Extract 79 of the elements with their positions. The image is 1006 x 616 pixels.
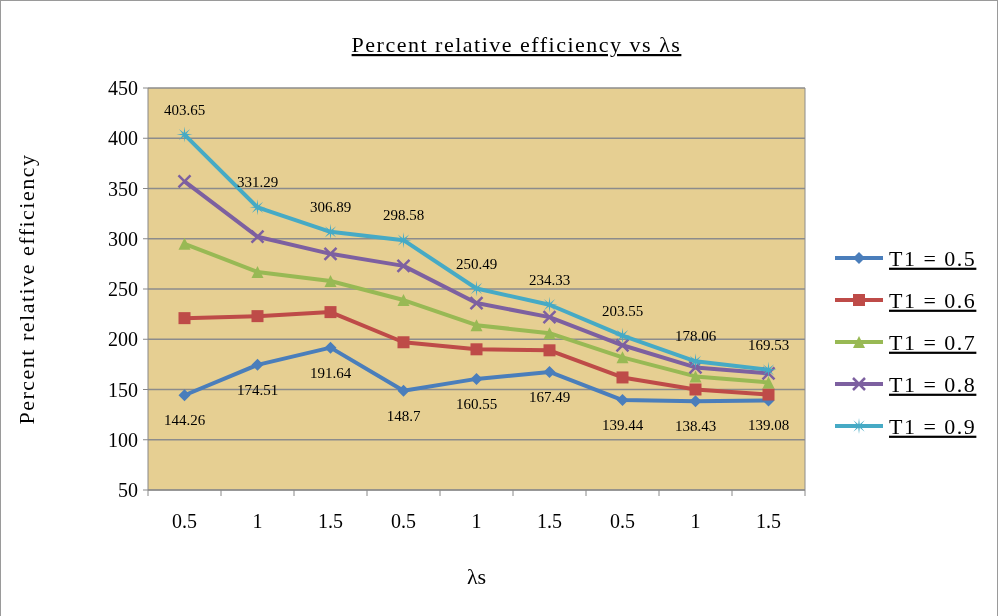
x-tick-label: 0.5 bbox=[391, 510, 416, 532]
x-tick-label: 1.5 bbox=[318, 510, 343, 532]
point bbox=[615, 338, 630, 353]
point bbox=[250, 229, 265, 244]
data-label: 403.65 bbox=[163, 101, 206, 118]
legend-label: T1 = 0.7 bbox=[889, 329, 977, 355]
point bbox=[616, 371, 629, 384]
point bbox=[689, 370, 702, 383]
point bbox=[251, 265, 264, 278]
data-label: 298.58 bbox=[382, 207, 425, 224]
x-tick-label: 0.5 bbox=[172, 510, 197, 532]
point bbox=[470, 319, 483, 332]
point bbox=[177, 174, 192, 189]
data-label: 234.33 bbox=[528, 271, 571, 288]
data-label: 139.08 bbox=[747, 417, 790, 434]
x-tick-label: 1 bbox=[690, 510, 701, 532]
point bbox=[178, 237, 191, 250]
point bbox=[396, 258, 411, 274]
point bbox=[543, 365, 556, 378]
y-tick-label: 250 bbox=[108, 278, 138, 300]
point bbox=[178, 312, 191, 325]
point bbox=[323, 246, 338, 262]
point bbox=[470, 343, 483, 356]
data-label: 174.51 bbox=[236, 381, 279, 398]
data-label: 144.26 bbox=[163, 412, 206, 429]
y-tick-label: 150 bbox=[108, 378, 138, 401]
point bbox=[251, 358, 264, 371]
legend-label: T1 = 0.9 bbox=[889, 413, 977, 439]
point bbox=[178, 389, 191, 402]
chart-title: Percent relative efficiency vs λs bbox=[351, 32, 682, 57]
point bbox=[614, 327, 631, 344]
data-label: 148.7 bbox=[386, 407, 421, 424]
y-tick-label: 350 bbox=[108, 177, 138, 200]
data-label: 191.64 bbox=[309, 364, 352, 381]
y-tick-label: 300 bbox=[108, 227, 138, 250]
point bbox=[397, 294, 410, 307]
legend-label: T1 = 0.5 bbox=[889, 245, 977, 271]
point bbox=[470, 372, 483, 385]
legend-label: T1 = 0.6 bbox=[889, 287, 977, 313]
point bbox=[176, 126, 193, 143]
data-label: 306.89 bbox=[309, 198, 352, 215]
point bbox=[543, 344, 556, 357]
data-label: 139.44 bbox=[601, 417, 644, 434]
y-tick-label: 100 bbox=[108, 428, 138, 451]
x-tick-label: 1.5 bbox=[756, 510, 781, 532]
point bbox=[542, 309, 557, 325]
y-tick-label: 400 bbox=[108, 127, 138, 150]
legend-label: T1 = 0.8 bbox=[889, 371, 977, 397]
x-tick-label: 1 bbox=[252, 510, 263, 532]
point bbox=[324, 306, 337, 319]
y-tick-label: 200 bbox=[108, 328, 138, 351]
data-label: 138.43 bbox=[674, 418, 717, 435]
data-label: 203.55 bbox=[601, 302, 644, 319]
x-tick-label: 1.5 bbox=[537, 510, 562, 532]
data-label: 160.55 bbox=[455, 395, 498, 412]
x-tick-label: 0.5 bbox=[610, 510, 635, 532]
data-label: 167.49 bbox=[528, 388, 571, 405]
point bbox=[688, 360, 703, 375]
x-tick-label: 1 bbox=[471, 510, 482, 532]
point bbox=[761, 366, 776, 381]
data-label: 178.06 bbox=[674, 328, 717, 345]
data-label: 331.29 bbox=[236, 174, 279, 191]
data-label: 250.49 bbox=[455, 255, 498, 272]
point bbox=[251, 310, 264, 323]
point bbox=[689, 383, 702, 396]
y-axis-title: Percent relative efficiency bbox=[14, 153, 39, 425]
point bbox=[616, 351, 629, 364]
point bbox=[762, 388, 775, 401]
data-label: 169.53 bbox=[747, 336, 790, 353]
y-tick-label: 450 bbox=[108, 77, 138, 99]
point bbox=[324, 341, 337, 354]
point bbox=[543, 327, 556, 340]
point bbox=[469, 295, 484, 311]
point bbox=[762, 376, 775, 389]
point bbox=[324, 274, 337, 287]
point bbox=[249, 199, 266, 216]
point bbox=[397, 336, 410, 349]
x-axis-title: λs bbox=[466, 564, 487, 589]
y-tick-label: 50 bbox=[118, 479, 138, 501]
